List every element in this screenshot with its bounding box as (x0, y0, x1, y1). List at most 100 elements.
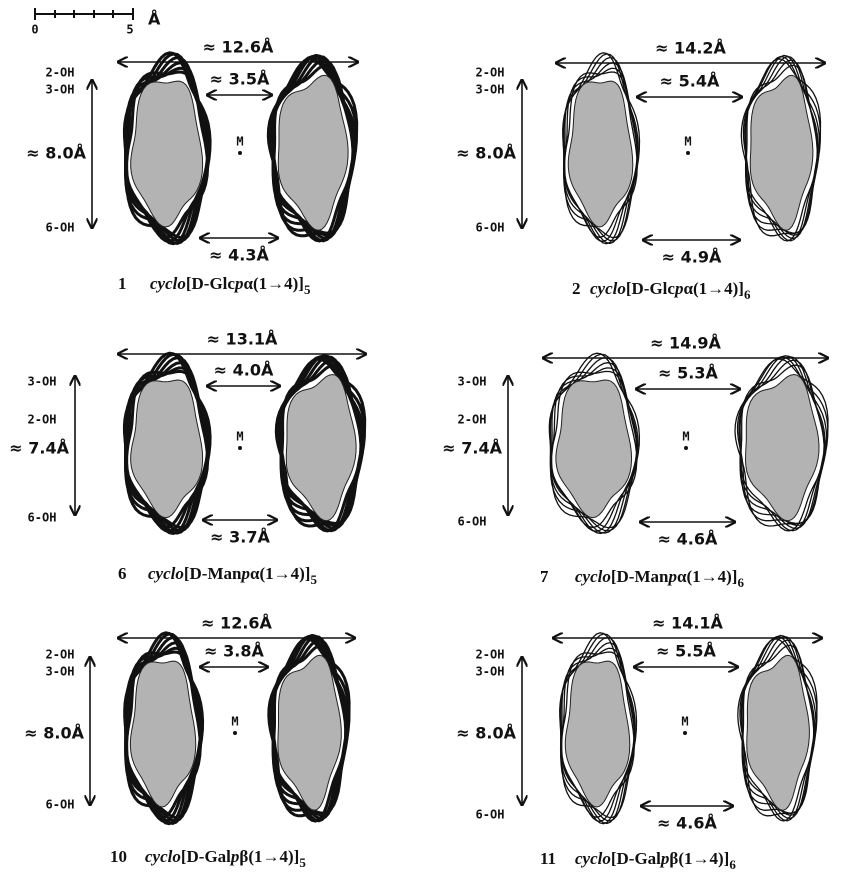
caption-part: 6 (729, 857, 736, 872)
compound-number: 1 (118, 274, 127, 293)
caption-part: [D-Gal (611, 849, 661, 868)
compound-number: 11 (540, 849, 556, 868)
hydroxyl-label: 2-OH (458, 413, 487, 427)
scale-bar: 0 5 Å (31, 8, 161, 37)
scale-start: 0 (31, 23, 38, 37)
hydroxyl-label: 3-OH (28, 375, 57, 389)
height-label: ≈ 8.0Å (26, 144, 86, 163)
panel: M ≈ 12.6Å ≈ 3.8Å ≈ 8.0Å 2-OH 3-OH 6-OH 10 cyclo[… (24, 614, 355, 870)
hydroxyl-label: 6-OH (46, 798, 75, 812)
height-label: ≈ 8.0Å (456, 144, 516, 163)
figure: 0 5 Å M ≈ 12.6Å ≈ 3.5Å ≈ 4.3Å ≈ 8.0Å 2-OH 3-OH… (0, 0, 846, 877)
hydroxyl-label: 6-OH (476, 808, 505, 822)
compound-caption: cyclo[D-Galpβ(1→4)]6 (575, 849, 736, 872)
hydroxyl-label: 2-OH (46, 66, 75, 80)
center-label: M (236, 135, 243, 149)
inner-top-label: ≈ 5.5Å (656, 642, 716, 661)
compound-caption: cyclo[D-Galpβ(1→4)]5 (145, 847, 306, 870)
center-dot (238, 446, 242, 450)
inner-top-label: ≈ 5.3Å (658, 364, 718, 383)
panel: M≈ 13.1Å≈ 4.0Å≈ 3.7Å≈ 7.4Å3-OH2-OH6-OH6c… (9, 330, 366, 587)
hydroxyl-label: 2-OH (46, 648, 75, 662)
hydroxyl-label: 6-OH (458, 515, 487, 529)
caption-part: β(1→4)] (239, 847, 299, 866)
inner-top-label: ≈ 5.4Å (660, 72, 720, 91)
caption-part: p (666, 567, 677, 586)
compound-number: 6 (118, 564, 127, 583)
compound-number: 2 (572, 279, 581, 298)
caption-part: 5 (310, 572, 317, 587)
center-dot (686, 151, 690, 155)
caption-part: [D-Man (184, 564, 242, 583)
caption-part: α(1→4)] (250, 564, 310, 583)
center-label: M (236, 430, 243, 444)
inner-top-label: ≈ 3.8Å (204, 642, 264, 661)
inner-top-label: ≈ 4.0Å (214, 361, 274, 380)
inner-bottom-label: ≈ 3.7Å (210, 528, 270, 547)
width-label: ≈ 14.1Å (652, 614, 723, 633)
center-dot (233, 731, 237, 735)
height-label: ≈ 7.4Å (442, 439, 502, 458)
caption-part: 5 (299, 855, 306, 870)
width-label: ≈ 12.6Å (203, 38, 274, 57)
compound-number: 7 (540, 567, 549, 586)
caption-part: cyclo (590, 279, 626, 298)
compound-number: 10 (110, 847, 127, 866)
center-label: M (684, 135, 691, 149)
scale-end: 5 (126, 23, 133, 37)
compound-caption: cyclo[D-Glcpα(1→4)]6 (590, 279, 751, 302)
center-label: M (681, 715, 688, 729)
center-dot (683, 731, 687, 735)
caption-part: cyclo (150, 274, 186, 293)
width-label: ≈ 14.2Å (655, 39, 726, 58)
caption-part: 6 (737, 575, 744, 590)
caption-part: α(1→4)] (683, 279, 743, 298)
caption-part: 6 (744, 287, 751, 302)
center-dot (684, 446, 688, 450)
width-label: ≈ 12.6Å (201, 614, 272, 633)
hydroxyl-label: 2-OH (28, 413, 57, 427)
hydroxyl-label: 3-OH (476, 83, 505, 97)
inner-top-label: ≈ 3.5Å (210, 70, 270, 89)
hydroxyl-label: 3-OH (46, 665, 75, 679)
caption-part: p (659, 849, 670, 868)
caption-part: p (673, 279, 684, 298)
caption-part: cyclo (575, 567, 611, 586)
hydroxyl-label: 3-OH (458, 375, 487, 389)
caption-part: cyclo (145, 847, 181, 866)
width-label: ≈ 14.9Å (650, 334, 721, 353)
hydroxyl-label: 6-OH (46, 221, 75, 235)
caption-part: p (233, 274, 244, 293)
height-label: ≈ 8.0Å (24, 724, 84, 743)
center-label: M (682, 430, 689, 444)
caption-part: [D-Gal (181, 847, 231, 866)
caption-part: α(1→4)] (243, 274, 303, 293)
caption-part: cyclo (148, 564, 184, 583)
compound-caption: cyclo[D-Manpα(1→4)]6 (575, 567, 744, 590)
inner-bottom-label: ≈ 4.6Å (657, 814, 717, 833)
inner-bottom-label: ≈ 4.3Å (209, 246, 269, 265)
panel: M ≈ 12.6Å ≈ 3.5Å ≈ 4.3Å ≈ 8.0Å 2-OH 3-OH 6-OH 1 c… (26, 38, 358, 297)
compound-caption: cyclo[D-Glcpα(1→4)]5 (150, 274, 311, 297)
center-label: M (231, 715, 238, 729)
caption-part: β(1→4)] (669, 849, 729, 868)
caption-part: [D-Glc (186, 274, 236, 293)
hydroxyl-label: 2-OH (476, 648, 505, 662)
caption-part: p (239, 564, 250, 583)
height-label: ≈ 7.4Å (9, 439, 69, 458)
width-label: ≈ 13.1Å (207, 330, 278, 349)
caption-part: [D-Glc (626, 279, 676, 298)
hydroxyl-label: 2-OH (476, 66, 505, 80)
hydroxyl-label: 3-OH (46, 83, 75, 97)
height-label: ≈ 8.0Å (456, 724, 516, 743)
scale-unit: Å (148, 10, 161, 29)
center-dot (238, 151, 242, 155)
caption-part: [D-Man (611, 567, 669, 586)
hydroxyl-label: 6-OH (476, 221, 505, 235)
caption-part: α(1→4)] (677, 567, 737, 586)
inner-bottom-label: ≈ 4.9Å (662, 248, 722, 267)
hydroxyl-label: 3-OH (476, 665, 505, 679)
caption-part: p (229, 847, 240, 866)
